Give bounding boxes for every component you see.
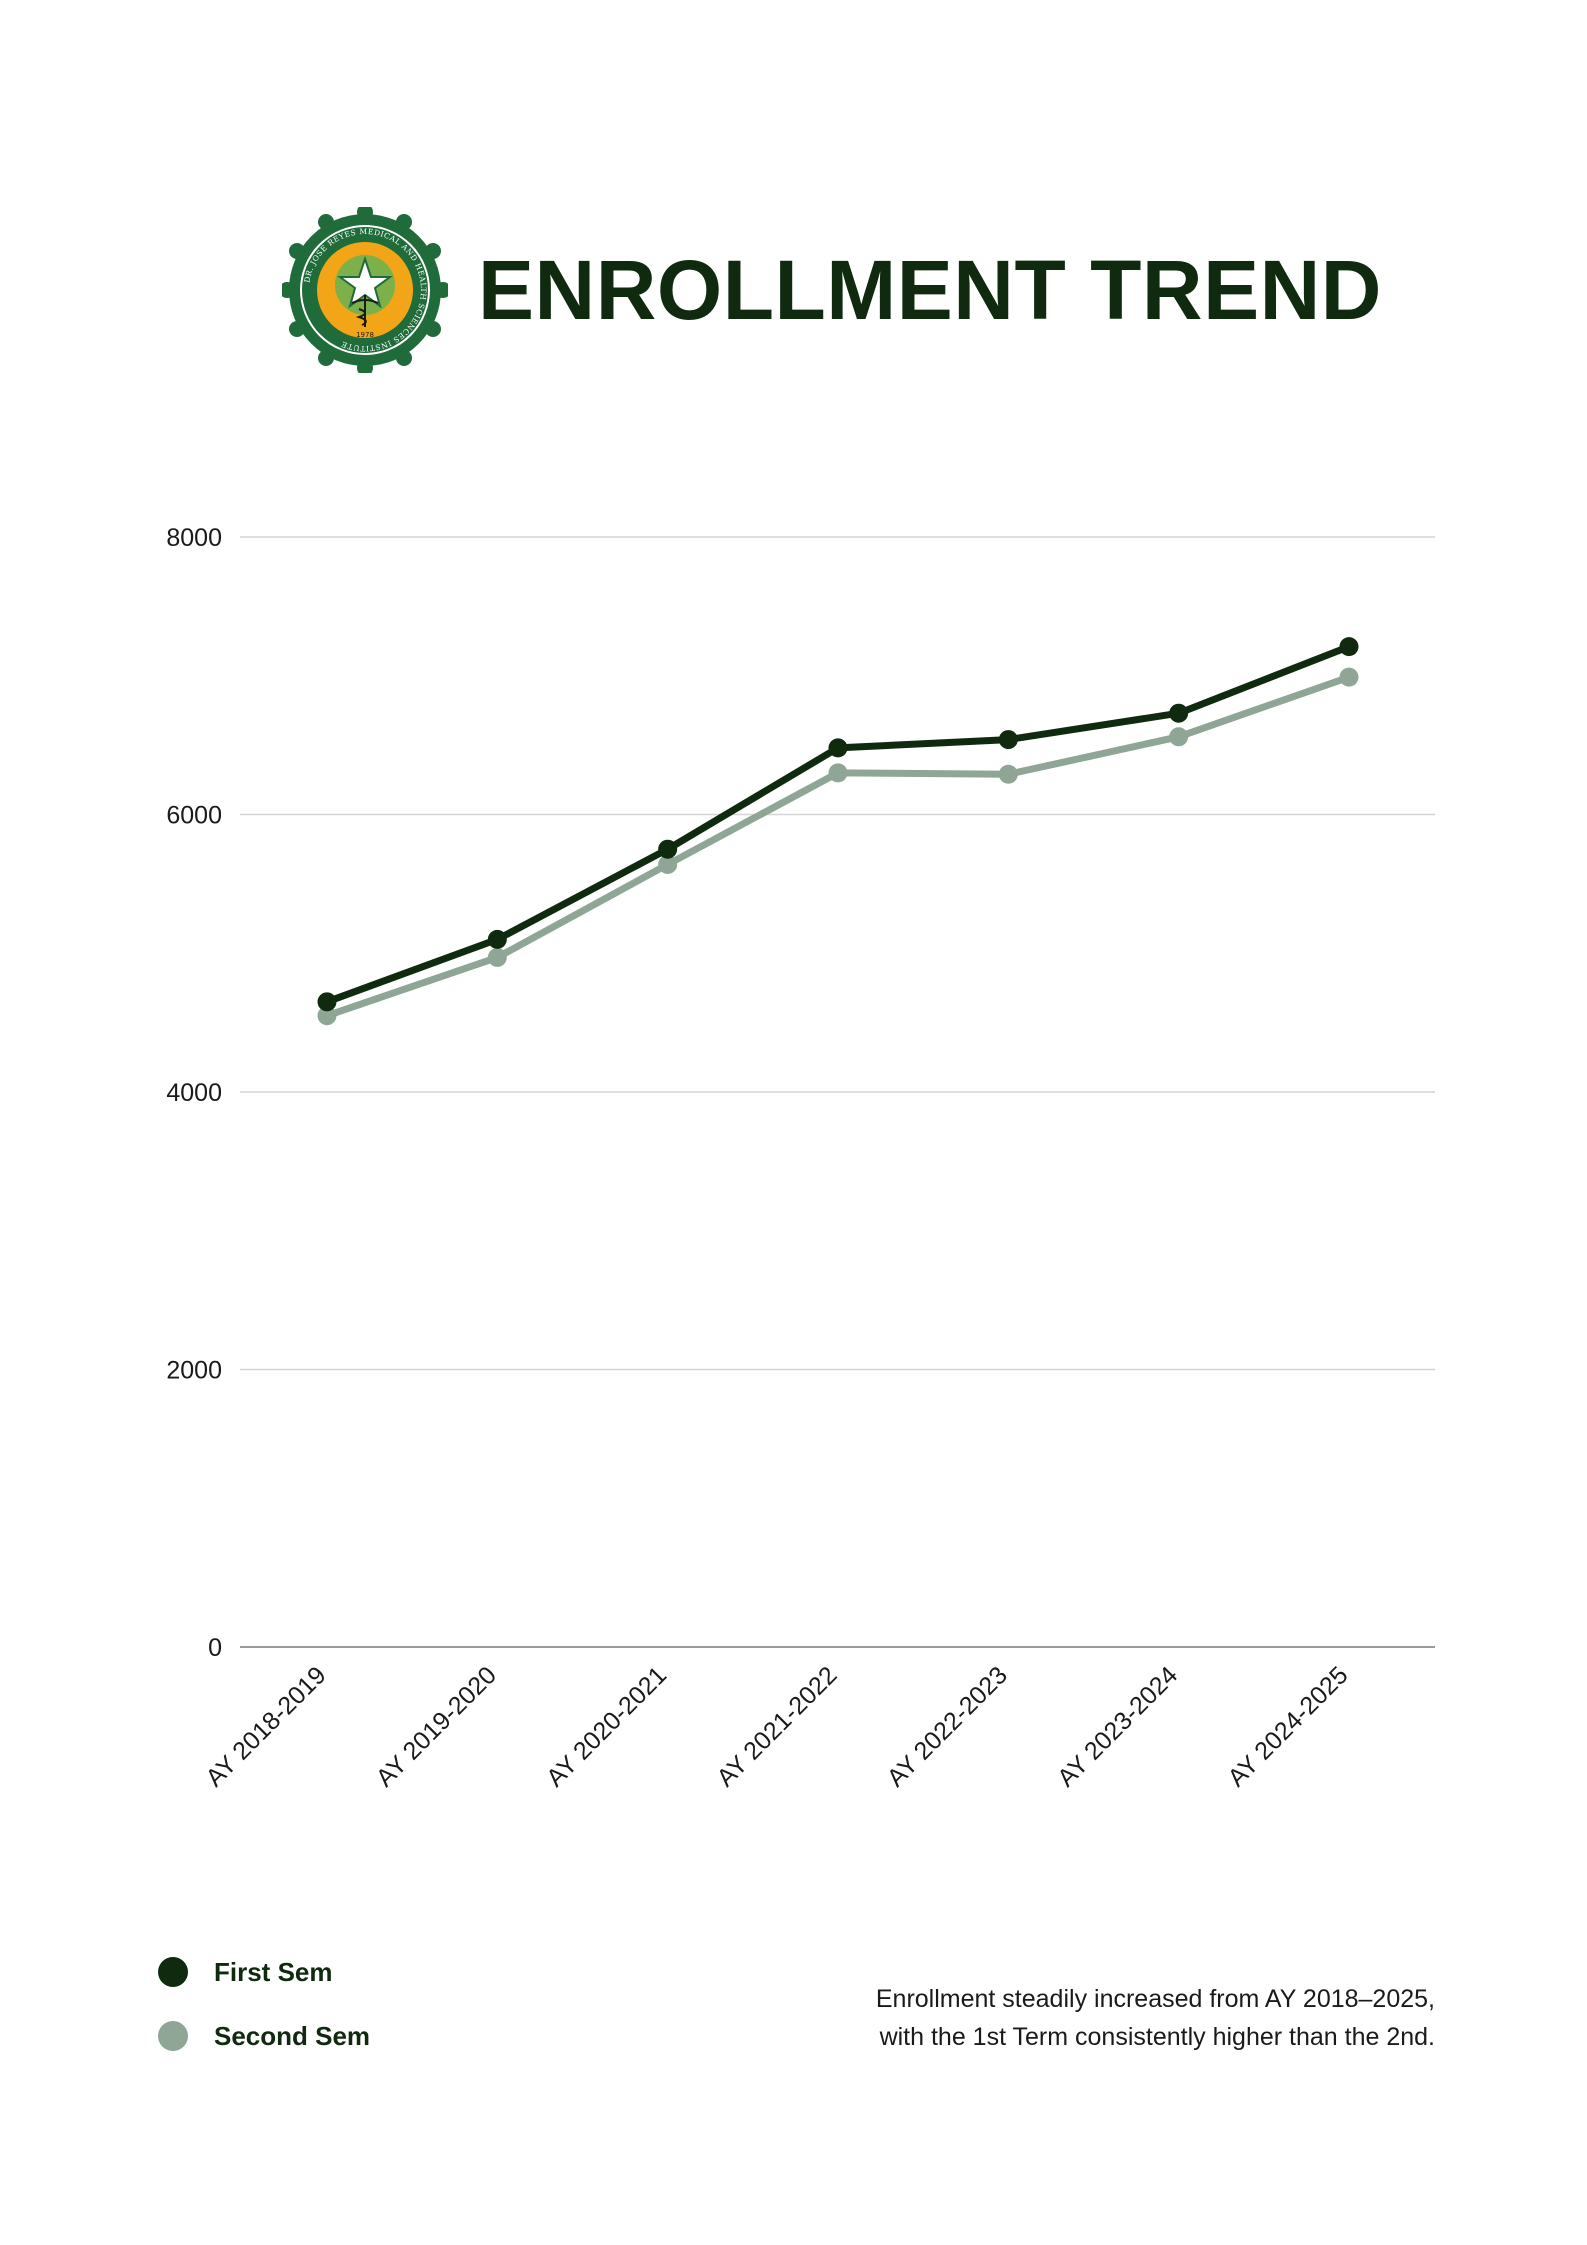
data-point-second-sem-6: [1339, 667, 1359, 687]
legend-swatch-second-sem: [158, 2021, 188, 2051]
x-tick-label-4: AY 2022-2023: [882, 1661, 1013, 1792]
data-point-second-sem-5: [1169, 727, 1189, 747]
header: DR. JOSE REYES MEDICAL AND HEALTH SCIENC…: [282, 205, 1382, 375]
summary-line-1: Enrollment steadily increased from AY 20…: [875, 1985, 1435, 2013]
data-point-second-sem-4: [998, 764, 1018, 784]
data-point-first-sem-3: [828, 738, 848, 758]
data-point-first-sem-1: [487, 929, 507, 949]
x-tick-label-6: AY 2024-2025: [1222, 1661, 1353, 1792]
page-title: ENROLLMENT TREND: [478, 242, 1382, 337]
data-point-second-sem-3: [828, 763, 848, 783]
series-line-second-sem: [323, 673, 1353, 1020]
y-tick-label-8000: 8000: [166, 524, 222, 552]
chart-summary-note: Enrollment steadily increased from AY 20…: [755, 1980, 1435, 2056]
x-tick-label-0: AY 2018-2019: [200, 1661, 331, 1792]
legend-label-first-sem: First Sem: [214, 1956, 333, 1987]
data-point-first-sem-4: [998, 730, 1018, 750]
legend-item-second-sem: Second Sem: [158, 2016, 370, 2056]
data-point-second-sem-2: [658, 854, 678, 874]
y-tick-label-2000: 2000: [166, 1357, 222, 1385]
y-tick-label-4000: 4000: [166, 1079, 222, 1107]
y-tick-label-6000: 6000: [166, 802, 222, 830]
y-tick-label-0: 0: [208, 1634, 222, 1662]
caduceus-icon: [351, 295, 379, 327]
x-tick-label-1: AY 2019-2020: [371, 1661, 502, 1792]
seal-year: 1978: [356, 331, 374, 339]
data-point-second-sem-0: [317, 1006, 337, 1026]
x-tick-label-3: AY 2021-2022: [711, 1661, 842, 1792]
legend-label-second-sem: Second Sem: [214, 2020, 371, 2051]
data-point-first-sem-6: [1339, 637, 1359, 657]
data-point-first-sem-5: [1169, 703, 1189, 723]
summary-line-2: with the 1st Term consistently higher th…: [879, 2023, 1435, 2051]
enrollment-line-chart: 0 2000 4000 6000 8000 AY 2018-2019 AY 2019-202…: [166, 524, 1435, 1792]
data-point-first-sem-0: [317, 992, 337, 1012]
chart-legend: First Sem Second Sem: [158, 1952, 370, 2080]
data-point-second-sem-1: [487, 947, 507, 967]
x-tick-label-2: AY 2020-2021: [541, 1661, 672, 1792]
series-line-first-sem: [323, 643, 1353, 1006]
institution-seal: DR. JOSE REYES MEDICAL AND HEALTH SCIENC…: [282, 207, 448, 373]
legend-item-first-sem: First Sem: [158, 1952, 370, 1992]
legend-swatch-first-sem: [158, 1957, 188, 1987]
data-point-first-sem-2: [658, 839, 678, 859]
x-tick-label-5: AY 2023-2024: [1052, 1661, 1183, 1792]
